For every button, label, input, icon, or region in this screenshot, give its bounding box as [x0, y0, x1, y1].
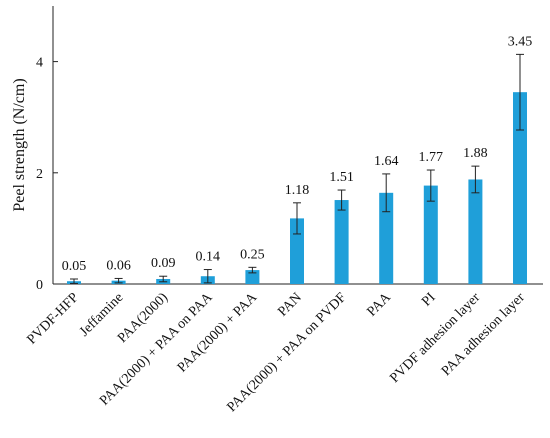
- x-tick-label: PVDF-HFP: [24, 290, 82, 348]
- data-label: 1.88: [463, 146, 488, 161]
- y-axis-label: Peel strength (N/cm): [11, 78, 28, 211]
- x-tick-label: PAA(2000) + PAA: [175, 290, 261, 376]
- error-bar: [159, 275, 168, 283]
- bar: [245, 270, 260, 284]
- data-label: 1.18: [285, 183, 310, 198]
- value-labels: 0.05 0.06 0.09 0.14 0.25 1.18 1.51 1.64 1.77 1.88…: [62, 34, 533, 274]
- data-label: 0.14: [196, 250, 221, 265]
- error-bar: [426, 169, 435, 202]
- y-tick-label: 2: [36, 167, 43, 182]
- axes: 0 2 4: [36, 6, 543, 293]
- error-bar: [203, 269, 212, 284]
- error-bar: [248, 266, 257, 274]
- bar: [290, 218, 304, 284]
- error-bar: [471, 165, 480, 194]
- bar: [379, 192, 394, 284]
- data-label: 0.09: [151, 256, 176, 271]
- bar: [468, 179, 483, 284]
- data-label: 0.25: [240, 247, 265, 262]
- x-tick-label: PI: [419, 290, 439, 310]
- error-bar: [293, 202, 301, 235]
- data-label: 3.45: [508, 34, 533, 49]
- data-label: 1.64: [374, 154, 399, 169]
- data-label: 1.77: [419, 150, 444, 165]
- error-bar: [516, 53, 524, 131]
- data-label: 0.06: [106, 258, 131, 273]
- error-bar: [382, 173, 391, 213]
- data-label: 0.05: [62, 259, 87, 274]
- y-tick-label: 4: [36, 56, 43, 71]
- x-tick-label: PAN: [275, 290, 305, 320]
- error-bar: [114, 277, 123, 284]
- error-bar: [70, 278, 78, 284]
- error-bars: [70, 53, 524, 284]
- y-tick-label: 0: [36, 278, 43, 293]
- bar: [423, 185, 438, 284]
- error-bar: [337, 189, 346, 211]
- bars: [67, 92, 527, 285]
- x-tick-label: PAA adhesion layer: [439, 290, 528, 379]
- x-tick-label: PAA: [365, 290, 395, 320]
- bar: [334, 200, 349, 284]
- bar: [513, 92, 527, 285]
- data-label: 1.51: [329, 170, 354, 185]
